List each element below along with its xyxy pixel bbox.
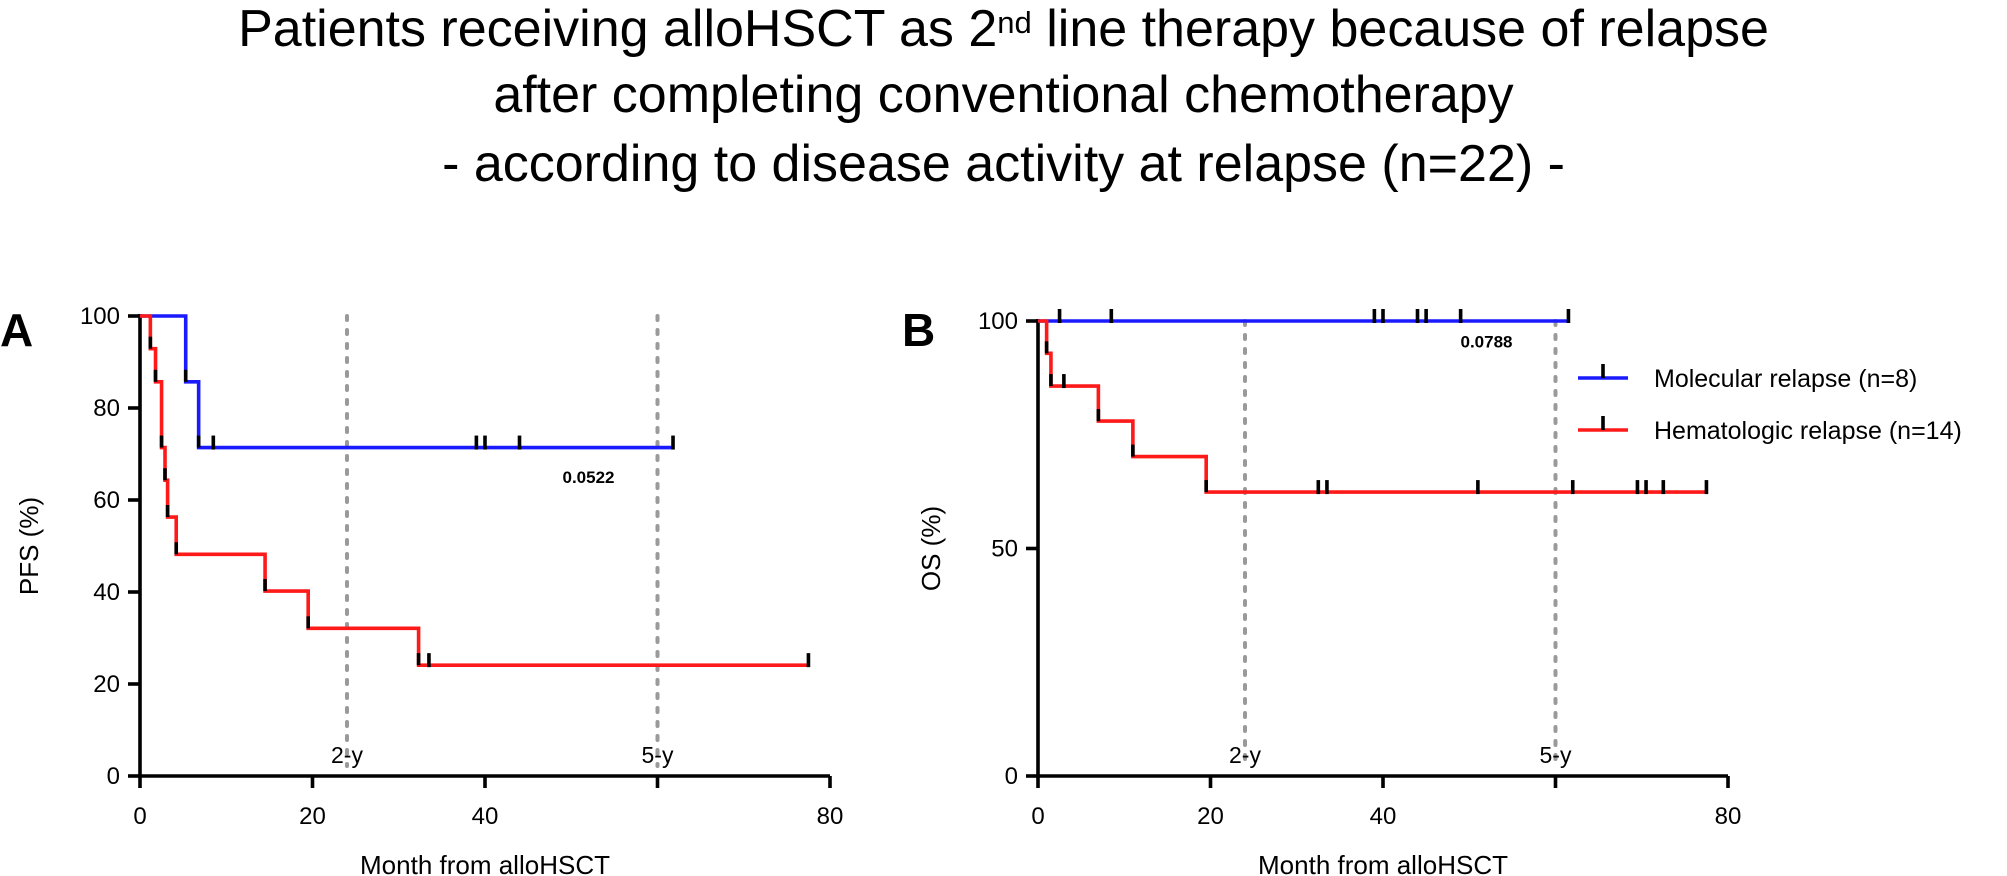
survival-curve-hematologic (140, 314, 809, 667)
x-axis-title: Month from alloHSCT (1258, 850, 1508, 876)
reference-label: 5-y (642, 742, 674, 768)
title-line-1-suffix: line therapy because of relapse (1031, 0, 1769, 58)
reference-label: 2-y (1229, 742, 1261, 768)
survival-curve-hematologic (1038, 319, 1707, 494)
y-axis-title: PFS (%) (14, 497, 44, 595)
x-tick-label: 40 (1370, 803, 1397, 830)
y-tick-label: 100 (978, 308, 1018, 335)
y-tick-label: 0 (1005, 763, 1018, 790)
x-tick-label: 20 (299, 803, 326, 830)
y-tick-label: 0 (107, 763, 120, 790)
y-tick-label: 100 (80, 303, 120, 330)
x-tick-label: 20 (1197, 803, 1224, 830)
title-line-2: after completing conventional chemothera… (493, 66, 1514, 124)
reference-label: 2-y (331, 742, 363, 768)
reference-label: 5-y (1540, 742, 1572, 768)
p-value: 0.0522 (563, 468, 615, 487)
y-tick-label: 50 (991, 536, 1018, 563)
y-axis-title: OS (%) (916, 506, 946, 591)
title-line-1-prefix: Patients receiving alloHSCT as 2 (238, 0, 998, 58)
legend-label: Hematologic relapse (n=14) (1654, 417, 1962, 445)
survival-curve-molecular (140, 314, 674, 450)
panel-label: B (902, 304, 935, 356)
y-tick-label: 40 (93, 579, 120, 606)
y-tick-label: 80 (93, 395, 120, 422)
legend-label: Molecular relapse (n=8) (1654, 365, 1917, 393)
title-superscript: nd (997, 5, 1032, 40)
panel-label: A (0, 304, 33, 356)
title-line-3: - according to disease activity at relap… (442, 135, 1565, 193)
panel-b: B 2-y 5-y 0 50 100 0 20 40 80 Month from alloHSCT O… (902, 304, 1962, 876)
x-tick-label: 40 (472, 803, 499, 830)
x-axis-title: Month from alloHSCT (360, 850, 610, 876)
y-tick-label: 20 (93, 671, 120, 698)
title-line-1: Patients receiving alloHSCT as 2nd line … (0, 0, 2007, 58)
panel-a: A 2-y 5-y 0 20 40 60 80 100 0 20 40 80 Month from all… (0, 303, 843, 876)
x-tick-label: 80 (1715, 803, 1742, 830)
y-tick-label: 60 (93, 487, 120, 514)
x-tick-label: 0 (133, 803, 146, 830)
x-tick-label: 0 (1031, 803, 1044, 830)
x-tick-label: 80 (817, 803, 844, 830)
p-value: 0.0788 (1461, 332, 1513, 351)
